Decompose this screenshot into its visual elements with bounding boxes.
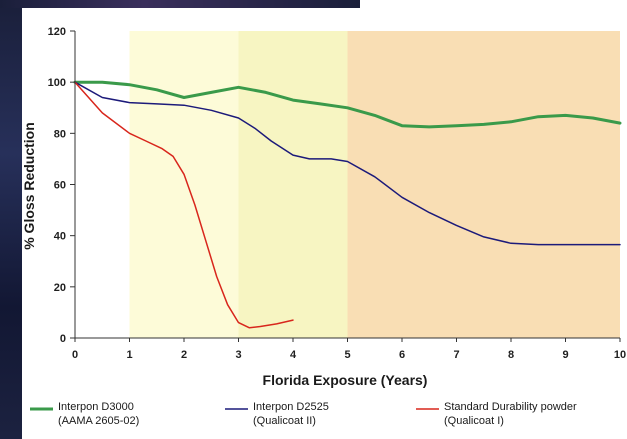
x-tick-label-3: 3 <box>235 349 241 361</box>
x-tick-label-8: 8 <box>508 349 514 361</box>
series-line-1 <box>74 81 621 246</box>
legend-label-0: Interpon D3000 <box>58 401 134 413</box>
legend-label-1: Interpon D2525 <box>253 401 329 413</box>
legend-sublabel-2: (Qualicoat I) <box>444 415 504 427</box>
y-tick-label-1: 20 <box>54 282 66 294</box>
slide-background-left <box>0 0 22 439</box>
x-axis-ticks: 0 1 2 3 4 5 6 7 8 9 10 <box>72 338 626 361</box>
y-tick-label-0: 0 <box>60 333 66 345</box>
series-layer <box>73 80 622 329</box>
x-tick-label-0: 0 <box>72 349 78 361</box>
background-band-2 <box>238 31 348 338</box>
background-band-3 <box>347 31 620 338</box>
legend: Interpon D3000 (AAMA 2605-02) Interpon D25… <box>30 401 577 427</box>
legend-sublabel-1: (Qualicoat II) <box>253 415 316 427</box>
x-axis-title: Florida Exposure (Years) <box>263 372 428 388</box>
x-tick-label-7: 7 <box>453 349 459 361</box>
x-tick-label-2: 2 <box>181 349 187 361</box>
legend-label-2: Standard Durability powder <box>444 401 577 413</box>
series-line-0 <box>73 80 622 129</box>
x-tick-label-4: 4 <box>290 349 297 361</box>
y-tick-label-2: 40 <box>54 231 66 243</box>
y-tick-label-3: 60 <box>54 180 66 192</box>
x-tick-label-6: 6 <box>399 349 405 361</box>
x-tick-label-9: 9 <box>562 349 568 361</box>
exposure-background-bands <box>75 31 620 338</box>
background-band-0 <box>75 31 130 338</box>
x-tick-label-10: 10 <box>614 349 626 361</box>
y-axis-title: % Gloss Reduction <box>21 122 37 250</box>
y-tick-label-6: 120 <box>48 26 66 38</box>
legend-sublabel-0: (AAMA 2605-02) <box>58 415 139 427</box>
y-tick-label-5: 100 <box>48 77 66 89</box>
x-tick-label-1: 1 <box>126 349 132 361</box>
y-axis-ticks: 0 20 40 60 80 100 120 <box>48 26 75 345</box>
y-tick-label-4: 80 <box>54 128 66 140</box>
x-tick-label-5: 5 <box>344 349 350 361</box>
series-line-2 <box>74 81 294 329</box>
slide-background-top <box>0 0 360 8</box>
